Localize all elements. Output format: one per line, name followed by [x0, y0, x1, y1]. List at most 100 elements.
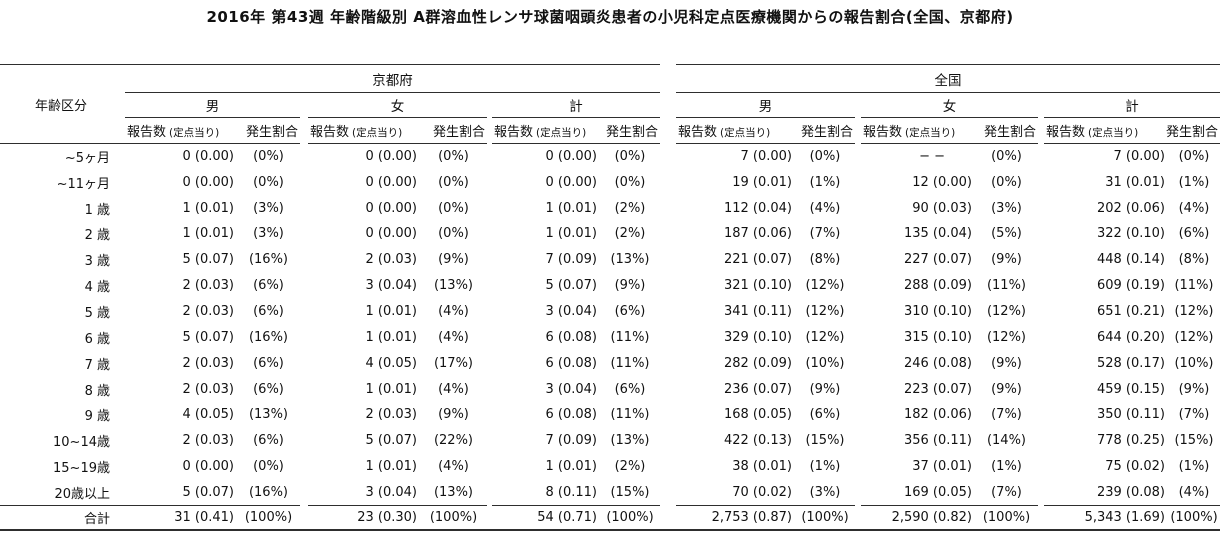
age-label: ~5ヶ月	[64, 151, 110, 167]
age-column-header: 年齢区分	[0, 64, 122, 144]
report-count-cell: 2 (0.03)	[182, 303, 235, 319]
column-spacer	[660, 144, 676, 170]
report-count-cell: 0 (0.00)	[365, 174, 418, 190]
incidence-rate-cell: (13%)	[248, 407, 289, 423]
report-count-cell: 4 (0.05)	[182, 407, 235, 423]
region-header-kyoto: 京都府	[125, 64, 660, 93]
report-count-cell: 182 (0.06)	[903, 407, 972, 423]
report-count-cell: 112 (0.04)	[723, 200, 792, 216]
incidence-rate-cell: (1%)	[1178, 174, 1210, 190]
report-count-cell: 350 (0.11)	[1096, 407, 1165, 423]
incidence-rate-cell: (100%)	[237, 504, 300, 532]
per-sentinel-label: (定点当り)	[905, 127, 956, 139]
report-count-cell: 2 (0.03)	[182, 433, 235, 449]
incidence-rate-cell: (16%)	[248, 329, 289, 345]
incidence-rate-cell: (8%)	[1178, 252, 1210, 268]
incidence-rate-cell: (4%)	[438, 459, 469, 475]
per-sentinel-label: (定点当り)	[169, 127, 220, 139]
report-count-cell: 70 (0.02)	[732, 484, 792, 500]
incidence-rate-cell: (12%)	[986, 329, 1027, 345]
column-spacer	[300, 428, 308, 454]
incidence-rate-cell: (6%)	[253, 278, 284, 294]
incidence-rate-cell: (7%)	[1178, 407, 1210, 423]
age-label: 8 歳	[84, 383, 110, 399]
incidence-rate-cell: (9%)	[991, 252, 1022, 268]
incidence-rate-cell: (6%)	[614, 303, 646, 319]
age-label: 3 歳	[84, 254, 110, 270]
report-count-cell: 239 (0.08)	[1096, 484, 1165, 500]
incidence-rate-cell: (9%)	[1178, 381, 1210, 397]
column-spacer	[300, 169, 308, 195]
report-count-cell: 227 (0.07)	[903, 252, 972, 268]
report-count-cell: 315 (0.10)	[903, 329, 972, 345]
report-count-cell: 168 (0.05)	[723, 407, 792, 423]
report-count-cell: 246 (0.08)	[903, 355, 972, 371]
report-count-cell: 37 (0.01)	[912, 459, 972, 475]
incidence-rate-cell: (2%)	[614, 200, 646, 216]
incidence-rate-cell: (2%)	[614, 226, 646, 242]
column-spacer	[300, 118, 308, 144]
age-label: ~11ヶ月	[56, 176, 110, 192]
report-count-cell: 356 (0.11)	[903, 433, 972, 449]
report-count-cell: 31 (0.41)	[125, 504, 237, 532]
report-count-cell: 3 (0.04)	[545, 381, 598, 397]
column-spacer	[300, 402, 308, 428]
report-count-cell: 6 (0.08)	[545, 407, 598, 423]
incidence-rate-cell: (6%)	[1178, 226, 1210, 242]
gender-header-total: 計	[1044, 92, 1220, 118]
column-spacer	[300, 505, 308, 532]
report-count-cell: 23 (0.30)	[308, 504, 420, 532]
total-row: 合計 31 (0.41) (100%) 23 (0.30) (100%) 54 (0.71…	[0, 504, 1220, 532]
report-count-cell: 0 (0.00)	[365, 149, 418, 165]
incidence-rate-cell: (9%)	[614, 278, 646, 294]
region-header-national: 全国	[676, 64, 1220, 93]
table-row: 3 歳 5 (0.07) (16%) 2 (0.03) (9%) 7 (0.09) (13%…	[0, 247, 1220, 273]
report-count-cell: 0 (0.00)	[182, 174, 235, 190]
incidence-rate-cell: (0%)	[253, 149, 284, 165]
report-count-cell: 135 (0.04)	[903, 226, 972, 242]
report-count-cell: 7 (0.00)	[1113, 149, 1166, 165]
incidence-rate-cell: (10%)	[805, 355, 845, 371]
incidence-rate-label: 発生割合	[983, 125, 1036, 140]
incidence-rate-cell: (0%)	[991, 149, 1022, 165]
report-count-cell: 528 (0.17)	[1096, 355, 1165, 371]
column-spacer	[660, 324, 676, 350]
incidence-rate-label: 発生割合	[1165, 125, 1218, 140]
report-count-cell: 2 (0.03)	[365, 407, 418, 423]
report-count-cell: 0 (0.00)	[365, 200, 418, 216]
column-spacer	[660, 195, 676, 221]
column-spacer	[122, 64, 125, 144]
report-count-cell: 282 (0.09)	[723, 355, 792, 371]
report-count-cell: 448 (0.14)	[1096, 252, 1165, 268]
report-count-cell: 187 (0.06)	[723, 226, 792, 242]
report-count-cell: 6 (0.08)	[545, 355, 598, 371]
column-spacer	[300, 324, 308, 350]
incidence-rate-cell: (0%)	[438, 226, 469, 242]
subcolumn-header: 報告数 (定点当り) 発生割合	[1044, 117, 1220, 144]
report-count-cell: 5 (0.07)	[182, 329, 235, 345]
table-row: 6 歳 5 (0.07) (16%) 1 (0.01) (4%) 6 (0.08) (11%…	[0, 324, 1220, 350]
table-row: 4 歳 2 (0.03) (6%) 3 (0.04) (13%) 5 (0.07) (9%)…	[0, 273, 1220, 299]
incidence-rate-cell: (6%)	[253, 433, 284, 449]
subcolumn-header: 報告数 (定点当り) 発生割合	[676, 117, 855, 144]
column-spacer	[300, 221, 308, 247]
incidence-rate-label: 発生割合	[245, 125, 298, 140]
report-count-cell: 1 (0.01)	[182, 200, 235, 216]
report-count-cell: 2 (0.03)	[182, 381, 235, 397]
report-count-cell: 0 (0.00)	[545, 174, 598, 190]
column-spacer	[300, 454, 308, 480]
report-count-cell: 1 (0.01)	[545, 200, 598, 216]
report-count-cell: 5 (0.07)	[182, 252, 235, 268]
report-count-cell: 1 (0.01)	[365, 381, 418, 397]
table-row: 15~19歳 0 (0.00) (0%) 1 (0.01) (4%) 1 (0.01) (2…	[0, 454, 1220, 480]
gender-header-male: 男	[676, 92, 855, 118]
gender-header-male: 男	[125, 92, 300, 118]
incidence-rate-cell: (100%)	[600, 504, 660, 532]
incidence-rate-cell: (0%)	[809, 149, 841, 165]
report-count-cell: 2 (0.03)	[365, 252, 418, 268]
report-count-label: 報告数	[494, 125, 534, 140]
column-spacer	[300, 144, 308, 170]
subcolumn-header: 報告数 (定点当り) 発生割合	[125, 117, 300, 144]
report-count-cell: 19 (0.01)	[732, 174, 792, 190]
incidence-rate-cell: (3%)	[991, 200, 1022, 216]
